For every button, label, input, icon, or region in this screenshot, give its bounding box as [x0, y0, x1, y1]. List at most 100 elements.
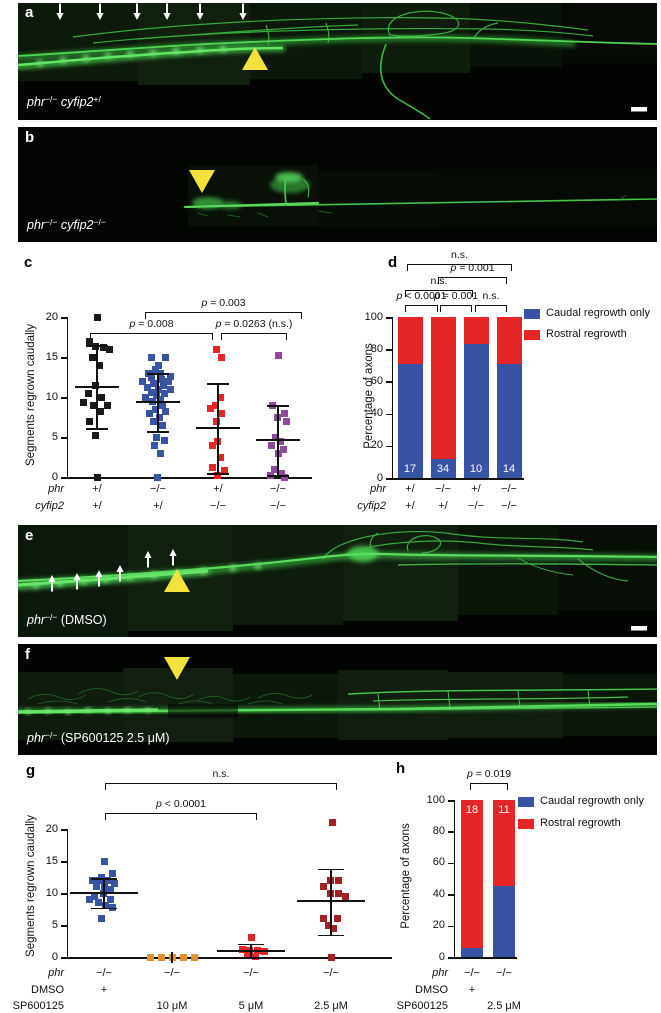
scatter-point	[161, 407, 169, 415]
scatter-point	[156, 395, 164, 403]
error-bar-cap	[147, 373, 169, 375]
error-bar-cap	[207, 473, 229, 475]
y-tick-label: 100	[426, 793, 445, 806]
scatter-point	[91, 343, 99, 351]
legend-swatch	[524, 330, 540, 340]
y-tick-label: 0	[51, 470, 58, 483]
axis-row-value: 10 μM	[156, 1000, 188, 1012]
y-tick	[448, 831, 454, 833]
scatter-point	[96, 407, 104, 415]
white-arrow-icon	[56, 3, 64, 20]
axis-row-value: +/	[438, 500, 448, 512]
scatter-point	[90, 892, 98, 900]
y-tick	[61, 317, 67, 319]
y-tick-label: 15	[45, 854, 58, 867]
scatter-point	[213, 437, 221, 445]
scatter-point	[208, 441, 216, 449]
y-tick	[61, 893, 67, 895]
scatter-point	[151, 365, 159, 373]
scatter-point	[106, 895, 114, 903]
scatter-point	[108, 870, 116, 878]
scatter-point	[89, 402, 97, 410]
scatter-point	[220, 467, 228, 475]
sig-bracket	[405, 290, 473, 297]
scatter-point	[145, 409, 153, 417]
y-tick	[61, 925, 67, 927]
axis-row-value: −/−	[164, 967, 180, 979]
axis-row-value: −/−	[323, 967, 339, 979]
bar-segment-rostral	[461, 800, 483, 948]
scatter-point	[208, 463, 216, 471]
white-arrow-icon	[133, 3, 141, 20]
axis-row-label: DMSO	[415, 984, 448, 996]
legend-swatch	[524, 309, 540, 319]
scatter-point	[267, 441, 275, 449]
scatter-point	[270, 465, 278, 473]
axis-row-label: phr	[48, 967, 64, 979]
y-tick-label: 10	[45, 390, 58, 403]
error-bar-cap	[91, 878, 117, 880]
sig-label: p = 0.0263 (n.s.)	[215, 318, 293, 330]
sig-bracket	[90, 333, 213, 340]
scatter-point	[280, 409, 288, 417]
axon-core	[183, 178, 657, 218]
y-tick	[448, 800, 454, 802]
scatter-point	[160, 436, 168, 444]
mean-line	[70, 892, 138, 894]
axis-row-label: phr	[370, 483, 386, 495]
axis-row-value: −/−	[501, 500, 517, 512]
y-tick-label: 60	[432, 856, 445, 869]
bar-segment-rostral	[397, 317, 423, 364]
scatter-point	[138, 377, 146, 385]
sig-label: p = 0.001	[433, 290, 479, 302]
lesion-gap	[168, 704, 238, 718]
micrograph-label-part: (DMSO)	[57, 613, 107, 627]
panel-letter-f: f	[25, 646, 30, 663]
error-bar-cap	[238, 943, 264, 946]
axon-branches	[72, 10, 594, 120]
scatter-point	[329, 924, 337, 932]
bar-segment-rostral	[463, 317, 489, 345]
y-tick	[386, 317, 392, 319]
scatter-point	[243, 952, 251, 960]
axis-row-value: +/	[213, 483, 223, 495]
axis-row-value: +/	[405, 483, 415, 495]
y-tick	[448, 894, 454, 896]
sig-bracket	[145, 312, 302, 319]
scatter-point	[274, 351, 282, 359]
axis-row-label: DMSO	[31, 984, 64, 996]
axis-row-value: 2.5 μM	[314, 1000, 348, 1012]
y-tick-label: 100	[364, 310, 383, 323]
bar-segment-caudal	[461, 947, 483, 957]
white-arrow-icon	[73, 573, 81, 590]
micrograph-label-part: phr	[27, 613, 46, 627]
mean-line	[256, 439, 300, 442]
micrograph-label-part: −/−	[93, 216, 106, 227]
scatter-point	[85, 337, 93, 345]
micrograph-label-part: −/−	[45, 729, 58, 740]
n-label: 10	[469, 463, 483, 475]
axis-row-value: +/	[471, 483, 481, 495]
scatter-point	[166, 372, 174, 380]
scatter-point	[319, 915, 327, 923]
y-tick	[61, 437, 67, 439]
legend-swatch	[518, 797, 534, 807]
scatter-point	[157, 953, 165, 961]
y-axis-label: Segments regrown caudally	[25, 324, 37, 466]
axis-row-value: −/−	[501, 483, 517, 495]
white-arrow-icon	[48, 575, 56, 592]
scatter-point	[279, 445, 287, 453]
micrograph-label-b: phr−/− cyfip2−/−	[27, 216, 106, 233]
bar-segment-rostral	[493, 800, 515, 887]
y-tick	[386, 413, 392, 416]
bar-segment-caudal	[430, 458, 456, 478]
scatter-point	[110, 879, 118, 887]
y-tick	[448, 925, 454, 928]
n-label: 17	[403, 463, 417, 475]
axis-row-label: phr	[48, 483, 64, 495]
scatter-point	[160, 390, 168, 398]
scatter-point	[216, 453, 224, 461]
y-tick-label: 80	[370, 342, 383, 355]
scatter-point	[85, 895, 93, 903]
panel-letter-c: c	[24, 254, 33, 271]
